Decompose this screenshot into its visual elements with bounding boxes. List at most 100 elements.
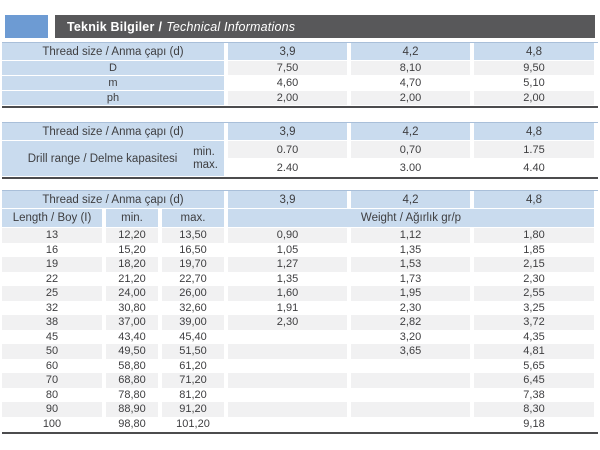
min-label: min. (193, 145, 215, 158)
table-row: 38 37,00 39,00 2,30 2,82 3,72 (2, 315, 598, 330)
length-value: 22 (2, 271, 102, 286)
min-value: 88,90 (106, 402, 158, 417)
weight-value: 1,60 (228, 286, 347, 301)
thread-size-col: 4,2 (351, 123, 470, 140)
max-value: 19,70 (162, 257, 224, 272)
dimension-value: 4,60 (228, 76, 347, 90)
max-value: 16,50 (162, 242, 224, 257)
length-value: 25 (2, 286, 102, 301)
min-value: 30,80 (106, 300, 158, 315)
weight-value (228, 416, 347, 431)
weight-value: 1,12 (351, 228, 470, 243)
weight-value (351, 358, 470, 373)
weight-value: 1,05 (228, 242, 347, 257)
title-separator: / (158, 19, 163, 34)
table-row: 50 49,50 51,50 3,65 4,81 (2, 344, 598, 359)
max-value: 22,70 (162, 271, 224, 286)
thread-size-col: 4,8 (474, 191, 594, 208)
length-value: 13 (2, 228, 102, 243)
min-value: 78,80 (106, 387, 158, 402)
drill-max-value: 2.40 (228, 159, 347, 176)
weight-value: 2,15 (474, 257, 594, 272)
length-value: 80 (2, 387, 102, 402)
drill-max-value: 3.00 (351, 159, 470, 176)
table-header-row: Thread size / Anma çapı (d) 3,9 4,2 4,8 (2, 190, 598, 208)
dimension-label: m (2, 76, 224, 90)
thread-size-col: 4,8 (474, 123, 594, 140)
dimension-value: 2,00 (351, 91, 470, 105)
length-value: 60 (2, 358, 102, 373)
table-row: 90 88,90 91,20 8,30 (2, 402, 598, 417)
min-value: 98,80 (106, 416, 158, 431)
min-value: 37,00 (106, 315, 158, 330)
length-value: 38 (2, 315, 102, 330)
accent-square (5, 15, 48, 38)
min-value: 21,20 (106, 271, 158, 286)
table-row: m 4,60 4,70 5,10 (2, 76, 598, 90)
thread-size-col: 4,2 (351, 191, 470, 208)
length-header: Length / Boy (I) (2, 209, 102, 227)
weight-value: 6,45 (474, 373, 594, 388)
weight-value: 2,30 (474, 271, 594, 286)
thread-size-header: Thread size / Anma çapı (d) (2, 191, 224, 208)
dimension-value: 7,50 (228, 61, 347, 75)
drill-range-label-cell: Drill range / Delme kapasitesi min. max. (2, 141, 224, 176)
weight-value: 3,20 (351, 329, 470, 344)
min-value: 12,20 (106, 228, 158, 243)
weight-value: 5,65 (474, 358, 594, 373)
page-title-english: Technical Informations (166, 19, 296, 34)
table-row: 16 15,20 16,50 1,05 1,35 1,85 (2, 242, 598, 257)
drill-min-value: 1.75 (474, 141, 594, 158)
weight-value: 1,80 (474, 228, 594, 243)
min-value: 24,00 (106, 286, 158, 301)
min-value: 58,80 (106, 358, 158, 373)
min-value: 15,20 (106, 242, 158, 257)
table-bottom-rule (2, 106, 598, 108)
dimension-value: 2,00 (228, 91, 347, 105)
weight-value: 1,53 (351, 257, 470, 272)
drill-min-value: 0.70 (228, 141, 347, 158)
section-header: Teknik Bilgiler / Technical Informations (5, 15, 595, 38)
max-label: max. (193, 158, 218, 171)
thread-size-header: Thread size / Anma çapı (d) (2, 123, 224, 140)
table-row: D 7,50 8,10 9,50 (2, 61, 598, 75)
weight-value (228, 344, 347, 359)
length-weight-table: Thread size / Anma çapı (d) 3,9 4,2 4,8 … (2, 190, 598, 434)
max-value: 71,20 (162, 373, 224, 388)
weight-value: 8,30 (474, 402, 594, 417)
table-subheader-row: Length / Boy (I) min. max. Weight / Ağır… (2, 209, 598, 227)
weight-value: 1,35 (228, 271, 347, 286)
min-value: 68,80 (106, 373, 158, 388)
weight-value: 2,55 (474, 286, 594, 301)
table-row: 22 21,20 22,70 1,35 1,73 2,30 (2, 271, 598, 286)
table-row: 32 30,80 32,60 1,91 2,30 3,25 (2, 300, 598, 315)
length-value: 50 (2, 344, 102, 359)
table-bottom-rule (2, 432, 598, 434)
dimension-label: ph (2, 91, 224, 105)
length-value: 45 (2, 329, 102, 344)
min-header: min. (106, 209, 158, 227)
table-row: 25 24,00 26,00 1,60 1,95 2,55 (2, 286, 598, 301)
dimension-value: 2,00 (474, 91, 594, 105)
thread-size-col: 3,9 (228, 191, 347, 208)
weight-value (351, 387, 470, 402)
max-header: max. (162, 209, 224, 227)
max-value: 45,40 (162, 329, 224, 344)
thread-size-col: 3,9 (228, 43, 347, 60)
table-row: 45 43,40 45,40 3,20 4,35 (2, 329, 598, 344)
thread-size-col: 4,2 (351, 43, 470, 60)
max-value: 61,20 (162, 358, 224, 373)
weight-value: 1,73 (351, 271, 470, 286)
length-value: 90 (2, 402, 102, 417)
page-title-turkish: Teknik Bilgiler (67, 19, 155, 34)
weight-value: 2,82 (351, 315, 470, 330)
drill-range-label: Drill range / Delme kapasitesi (27, 152, 178, 165)
weight-value: 1,95 (351, 286, 470, 301)
drill-range-body: Drill range / Delme kapasitesi min. max.… (2, 141, 598, 176)
weight-value: 3,65 (351, 344, 470, 359)
max-value: 81,20 (162, 387, 224, 402)
min-value: 49,50 (106, 344, 158, 359)
thread-size-col: 4,8 (474, 43, 594, 60)
table-header-row: Thread size / Anma çapı (d) 3,9 4,2 4,8 (2, 122, 598, 140)
drill-max-value: 4.40 (474, 159, 594, 176)
